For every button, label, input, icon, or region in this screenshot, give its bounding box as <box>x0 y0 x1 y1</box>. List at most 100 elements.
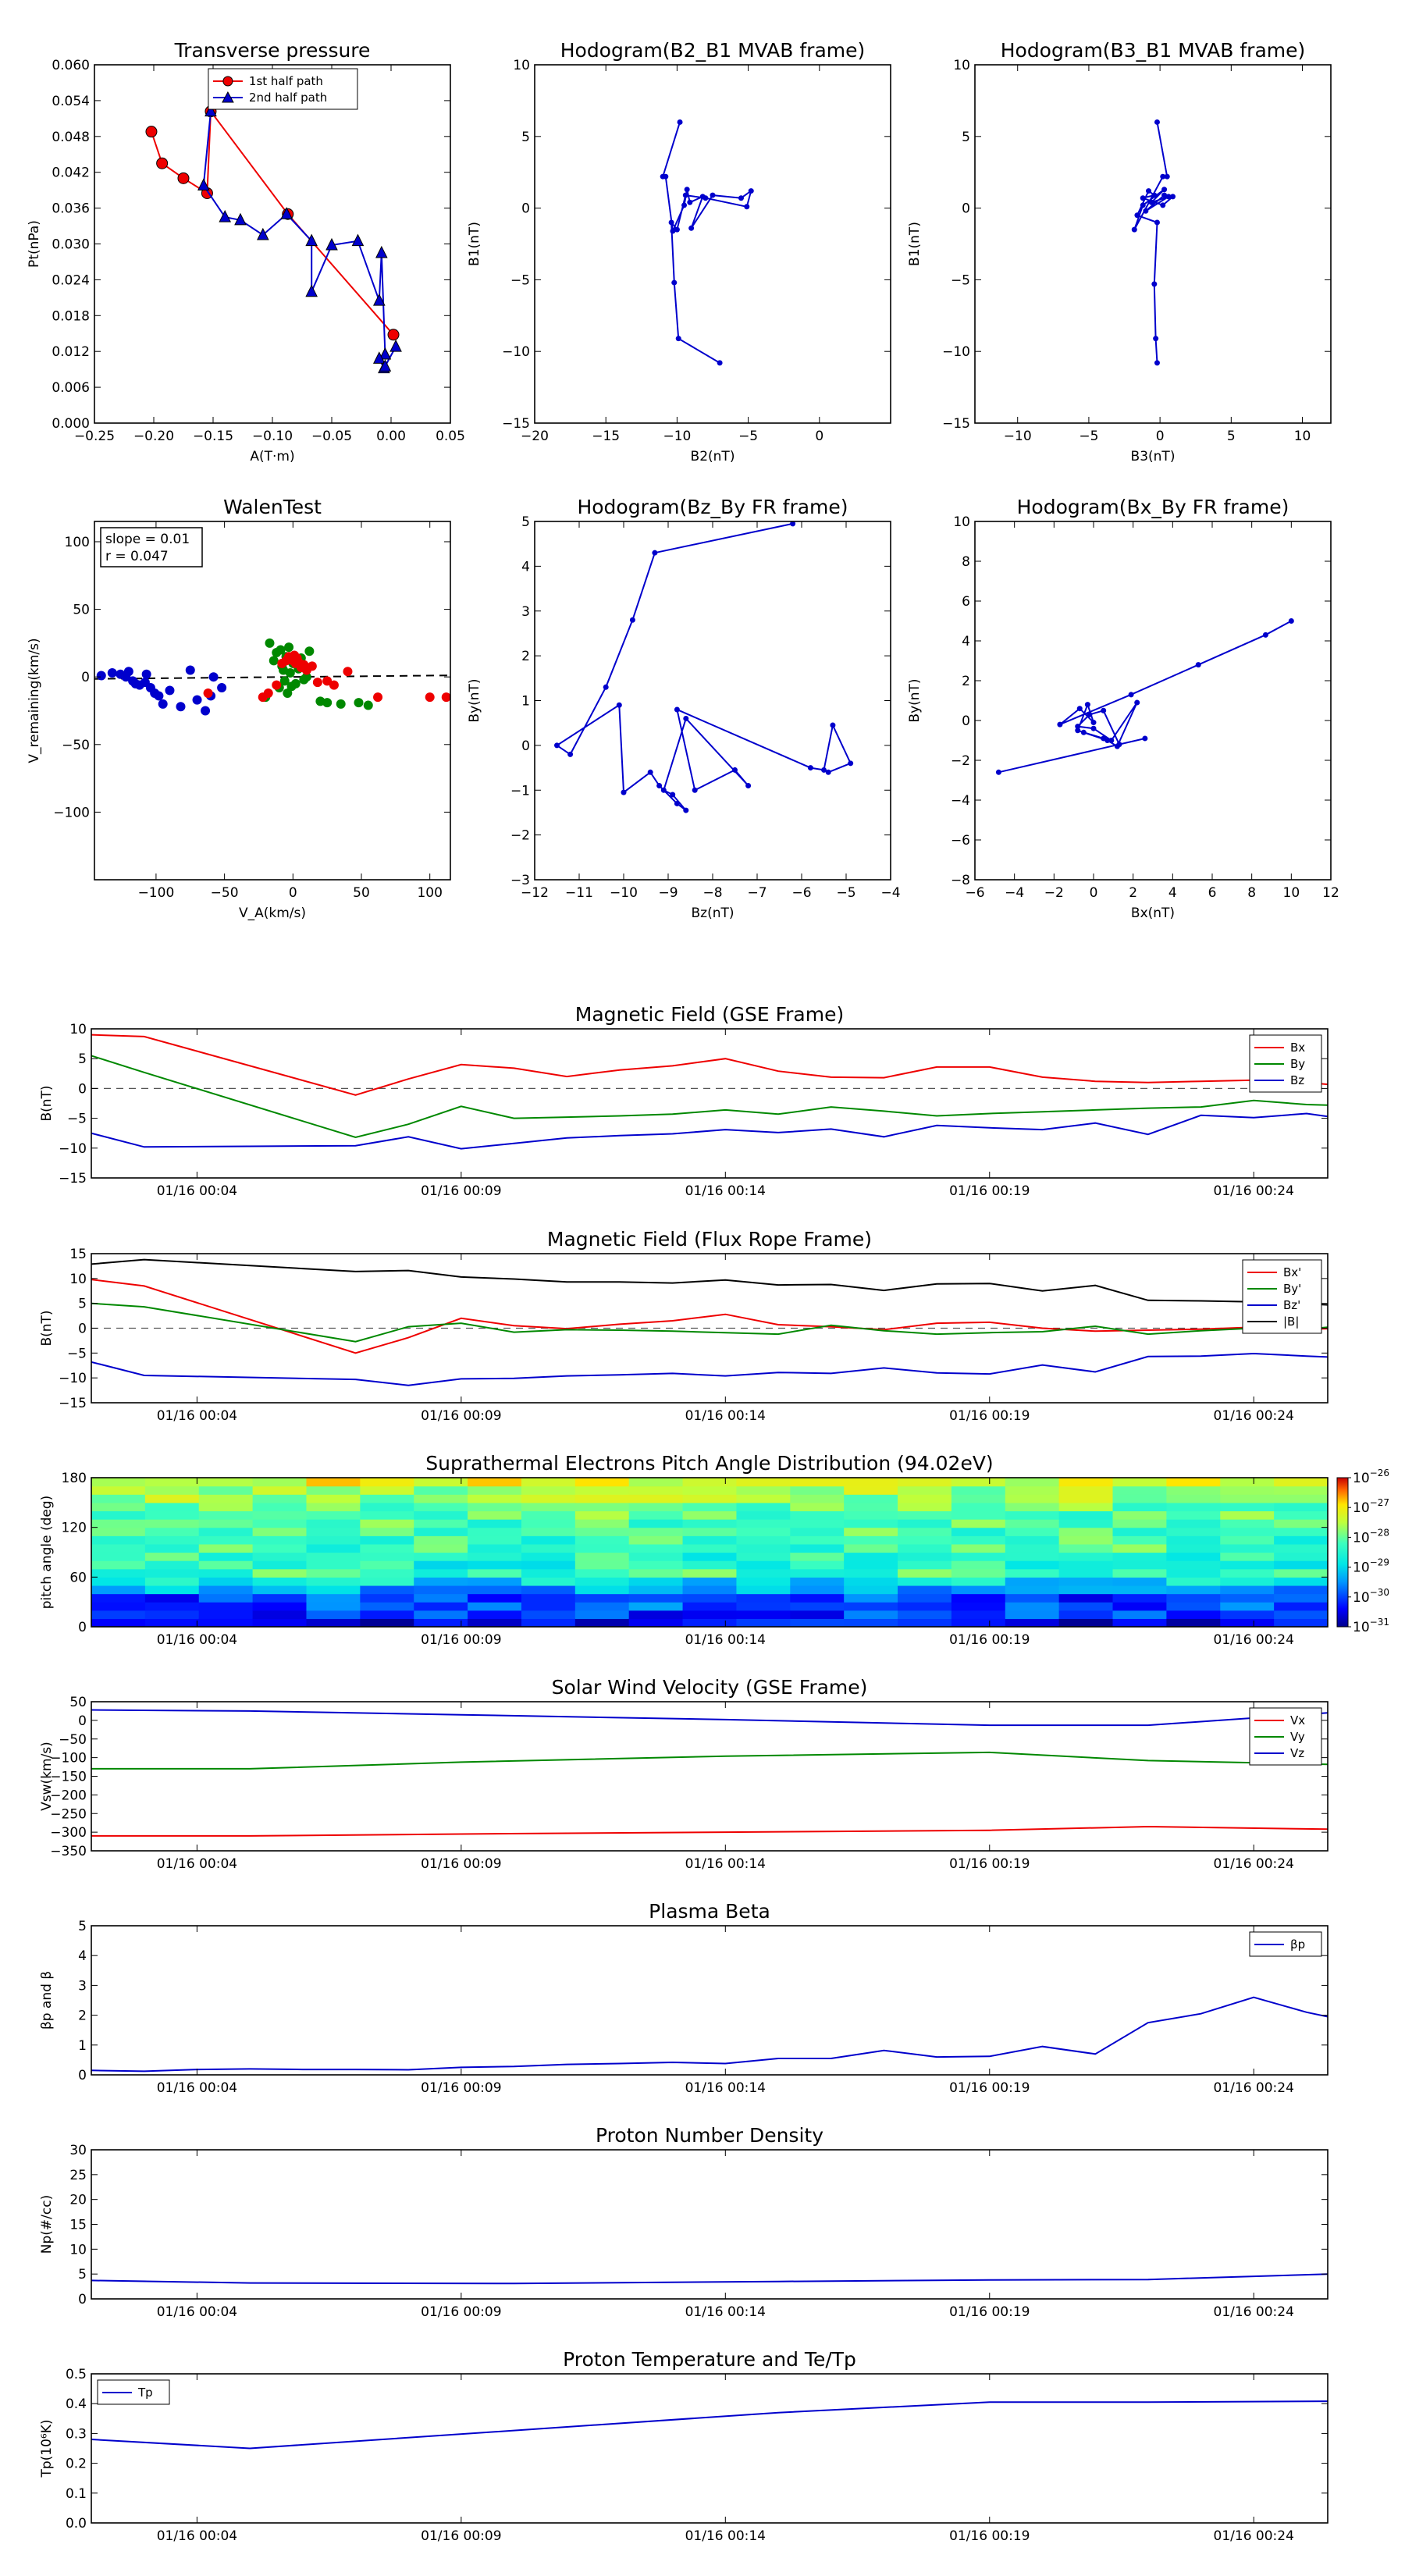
data-point <box>821 767 827 773</box>
y-tick-label: 20 <box>69 2193 87 2208</box>
data-point-blue <box>107 667 117 678</box>
heatmap-cell <box>736 1478 791 1487</box>
heatmap-cell <box>951 1502 1006 1512</box>
heatmap-cell <box>1166 1535 1221 1545</box>
heatmap-cell <box>198 1585 254 1595</box>
heatmap-cell <box>1005 1478 1060 1487</box>
legend-label: Vy <box>1290 1730 1305 1744</box>
y-tick-label: 6 <box>962 594 970 610</box>
heatmap-cell <box>628 1510 684 1520</box>
data-point <box>1146 188 1152 194</box>
x-tick-label: 5 <box>1227 429 1236 444</box>
data-point <box>1101 707 1107 713</box>
x-tick-label: −2 <box>1044 885 1064 901</box>
heatmap-cell <box>360 1494 414 1503</box>
legend-label: By' <box>1283 1282 1301 1296</box>
heatmap-cell <box>844 1535 898 1545</box>
x-tick-label: −5 <box>738 429 758 444</box>
heatmap-cell <box>1005 1494 1060 1503</box>
y-tick-label: 0.024 <box>52 272 90 288</box>
y-tick-label: 8 <box>962 554 970 570</box>
y-tick-label: −2 <box>510 828 530 844</box>
series-line-Tp <box>91 2400 1328 2450</box>
x-axis: −100 −50 0 50 100 <box>138 521 443 901</box>
data-point <box>629 617 635 623</box>
series-line-Vy <box>91 1751 1328 1770</box>
heatmap-cell <box>521 1560 576 1570</box>
heatmap-cell <box>790 1527 845 1536</box>
heatmap-cell <box>898 1560 952 1570</box>
y-axis: −3 −2 −1 0 1 2 3 4 5 <box>510 514 891 888</box>
legend: Vx Vy Vz <box>1249 1707 1322 1766</box>
colorbar-exponent: −27 <box>1370 1497 1389 1508</box>
heatmap-cell <box>144 1618 200 1627</box>
heatmap-cell <box>898 1602 952 1611</box>
y-tick-label: −250 <box>50 1806 87 1822</box>
y-tick-label: −15 <box>502 416 530 432</box>
heatmap-cell <box>306 1478 361 1487</box>
heatmap-cell <box>1112 1543 1167 1553</box>
plot-frame <box>94 521 451 881</box>
chart-title: Magnetic Field (Flux Rope Frame) <box>547 1228 872 1251</box>
y-axis-label: B1(nT) <box>467 222 482 266</box>
heatmap-cell <box>198 1510 254 1520</box>
y-tick-label: 0.012 <box>52 344 90 360</box>
heatmap-cell <box>1166 1527 1221 1536</box>
x-tick-label: 01/16 00:24 <box>1214 2528 1294 2544</box>
heatmap-cell <box>198 1552 254 1561</box>
heatmap-cell <box>1005 1585 1060 1595</box>
heatmap-cell <box>360 1577 414 1586</box>
data-point <box>1154 119 1160 125</box>
heatmap-cell <box>736 1535 791 1545</box>
heatmap-cell <box>898 1494 952 1503</box>
heatmap-cell <box>1058 1585 1114 1595</box>
heatmap-cell <box>574 1552 630 1561</box>
y-tick-label: −8 <box>951 873 970 888</box>
heatmap-cell <box>736 1485 791 1495</box>
heatmap-cell <box>144 1478 200 1487</box>
x-tick-label: 01/16 00:04 <box>157 1856 237 1872</box>
x-tick-label: −0.25 <box>74 429 115 444</box>
data-point <box>1057 721 1063 728</box>
heatmap-cell <box>198 1527 254 1536</box>
x-tick-label: 6 <box>1208 885 1217 901</box>
x-axis-label: A(T·m) <box>250 449 294 464</box>
data-point <box>1128 692 1134 698</box>
heatmap-cell <box>736 1552 791 1561</box>
heatmap-cell <box>1058 1527 1114 1536</box>
x-tick-label: 01/16 00:24 <box>1214 1632 1294 1648</box>
y-tick-label: −6 <box>951 833 970 849</box>
heatmap-cell <box>951 1610 1006 1619</box>
heatmap-cell <box>1220 1502 1275 1512</box>
heatmap-cell <box>1112 1618 1167 1627</box>
heatmap-cell <box>1166 1543 1221 1553</box>
heatmap-cell <box>360 1510 414 1520</box>
heatmap-cell <box>574 1478 630 1487</box>
y-tick-label: −4 <box>951 793 970 809</box>
heatmap-cell <box>91 1602 146 1611</box>
data-point <box>1075 728 1081 734</box>
heatmap-cell <box>844 1502 898 1512</box>
data-point-green <box>322 698 333 708</box>
heatmap-cell <box>306 1502 361 1512</box>
panel-walen-test: WalenTest −100 −50 0 50 100 −100 −50 0 50 100 V_A(k… <box>27 496 451 921</box>
heatmap-cell <box>790 1577 845 1586</box>
heatmap-cell <box>628 1568 684 1578</box>
heatmap-cell <box>414 1610 468 1619</box>
heatmap-cell <box>844 1593 898 1603</box>
x-axis: 01/16 00:04 01/16 00:09 01/16 00:14 01/16 0… <box>157 1254 1294 1424</box>
series-line-1st-half-path <box>151 109 394 336</box>
data-point <box>790 521 796 527</box>
heatmap-cell <box>414 1535 468 1545</box>
x-tick-label: −11 <box>565 885 593 901</box>
y-tick-label: 10 <box>513 58 530 73</box>
y-tick-label: 0.5 <box>66 2367 87 2382</box>
x-tick-label: 01/16 00:04 <box>157 1183 237 1199</box>
data-point-blue <box>192 695 202 705</box>
plot-frame <box>91 1253 1329 1404</box>
y-tick-label: −100 <box>53 805 90 820</box>
legend-label: Bx <box>1290 1041 1305 1055</box>
heatmap-cell <box>951 1568 1006 1578</box>
heatmap-cell <box>1166 1610 1221 1619</box>
data-point <box>1142 735 1148 742</box>
